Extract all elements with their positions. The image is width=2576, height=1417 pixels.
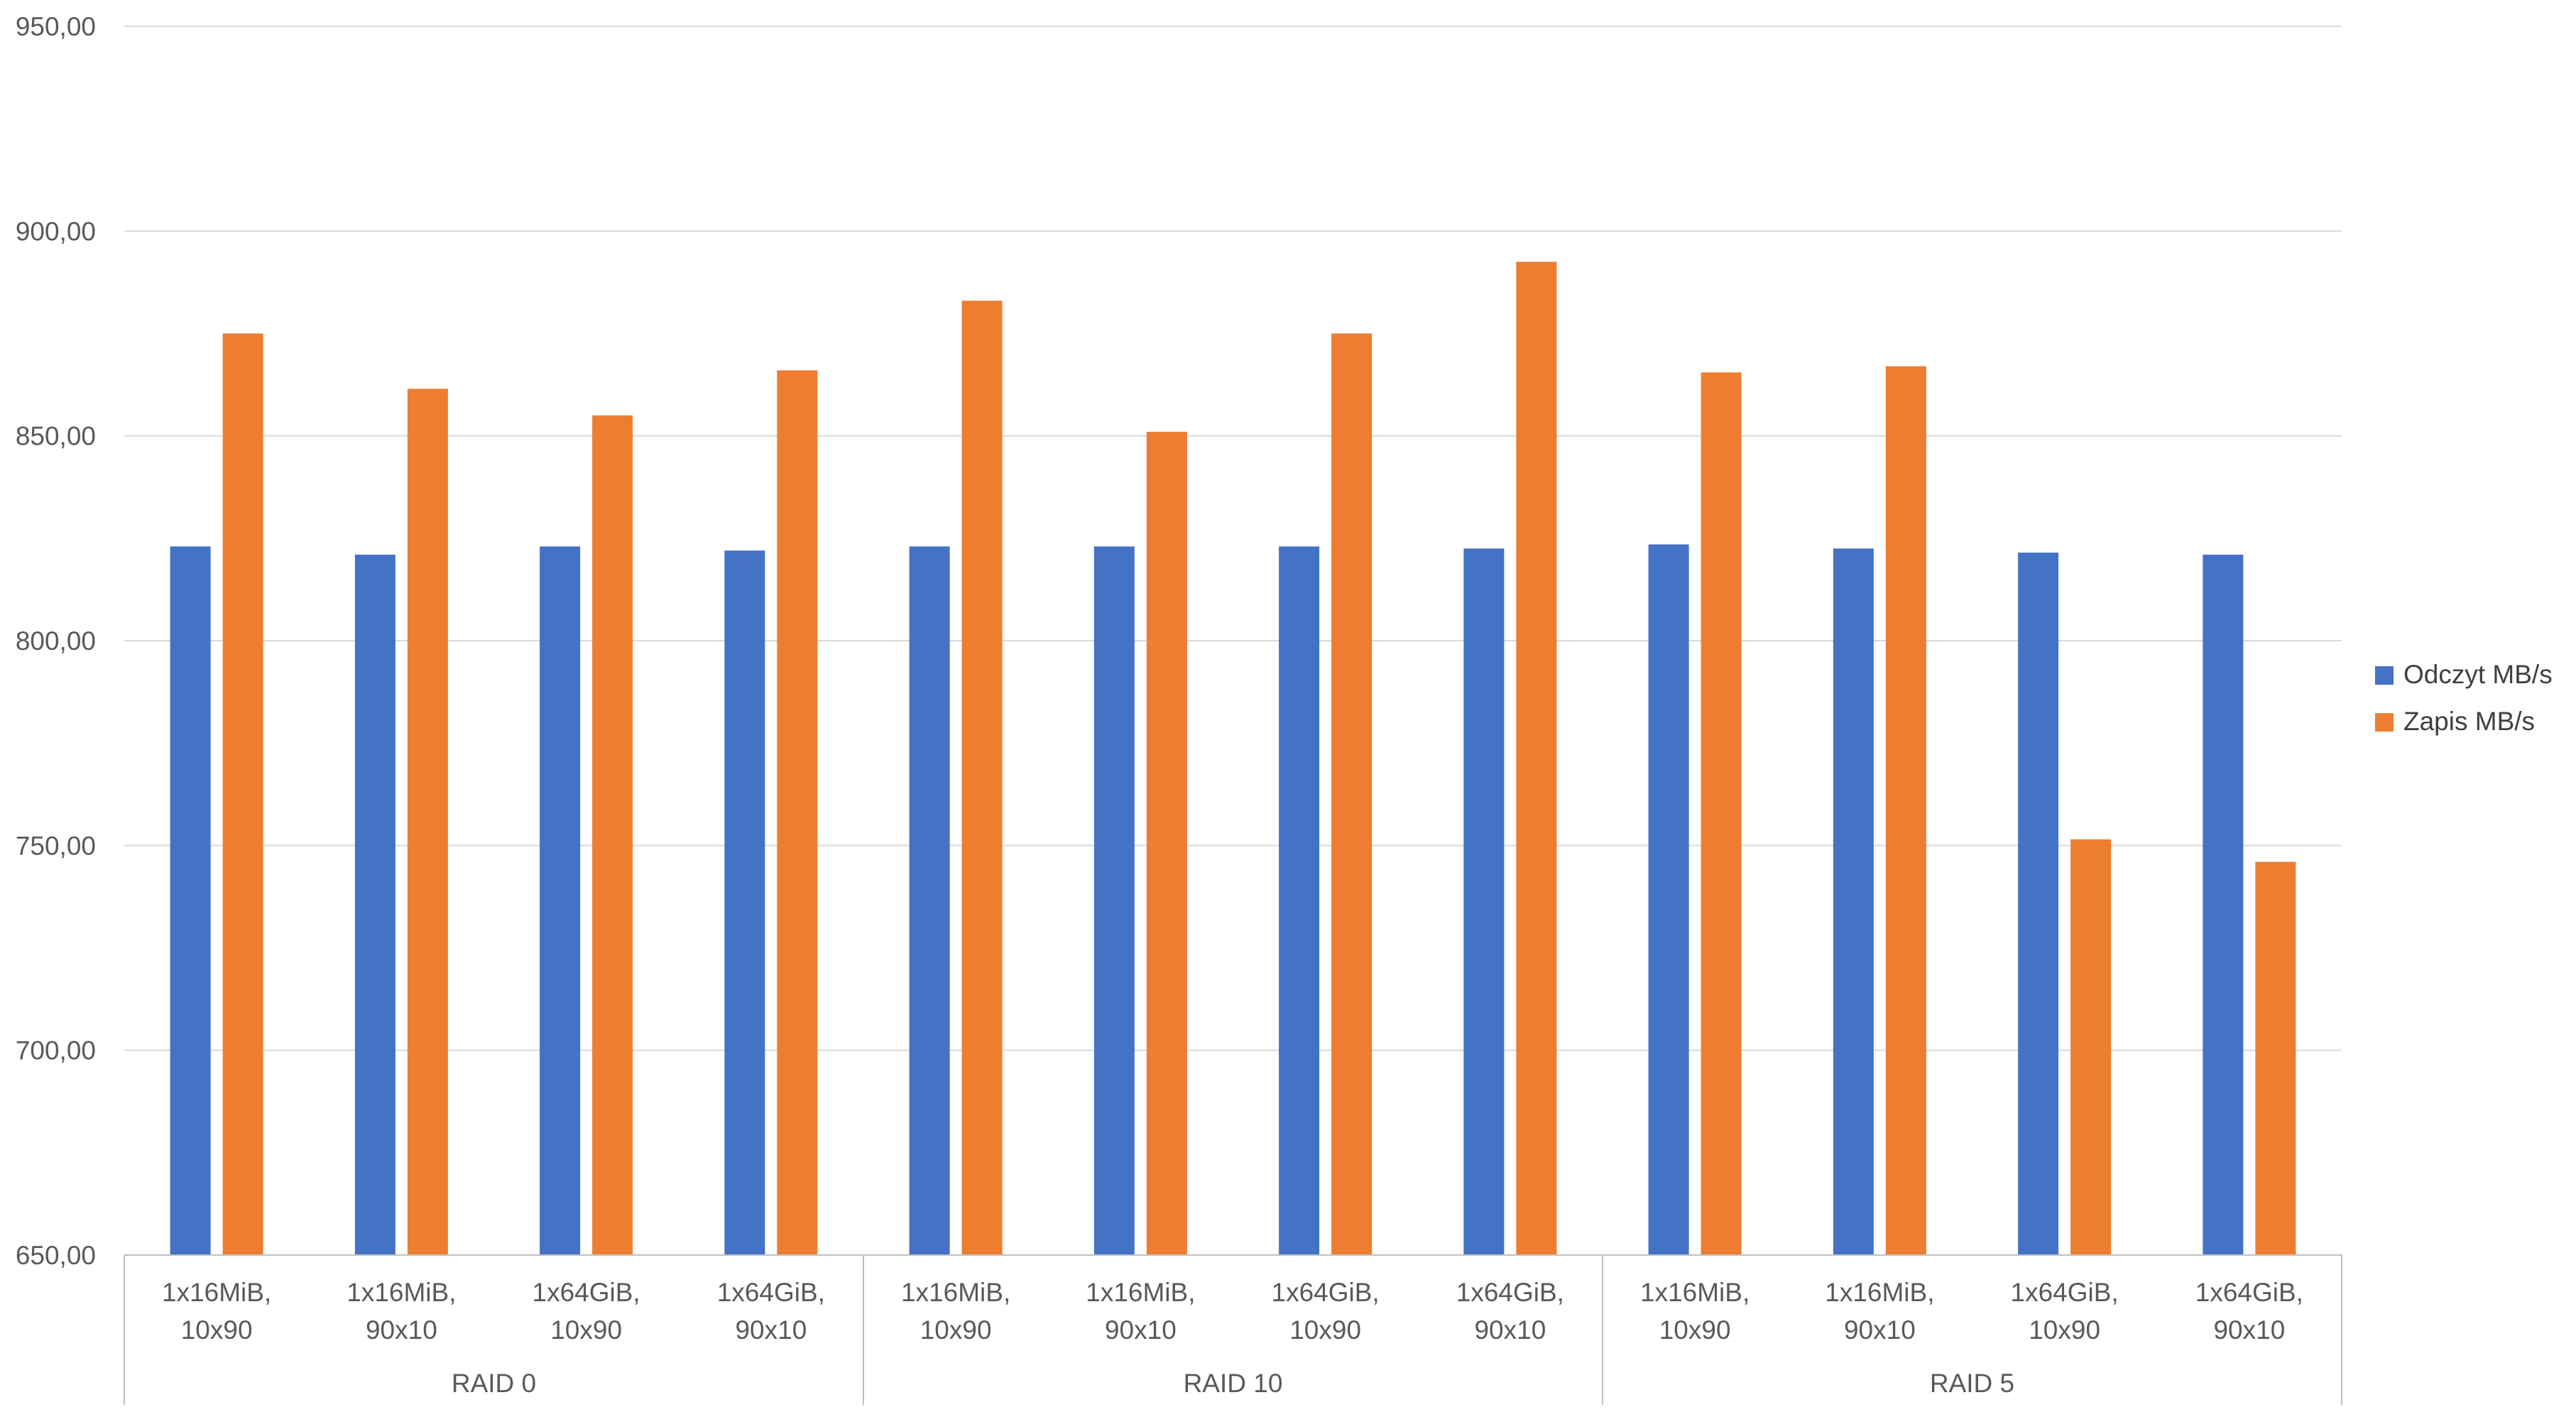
x-tick-label: 10x90: [2029, 1315, 2100, 1345]
bar-zapis: [592, 415, 633, 1256]
x-tick-label: 1x16MiB,: [1086, 1278, 1195, 1307]
bar-odczyt: [354, 554, 395, 1255]
bar-zapis: [1516, 261, 1557, 1255]
legend-label: Zapis MB/s: [2403, 707, 2535, 736]
x-tick-label: 1x64GiB,: [1272, 1278, 1380, 1307]
group-label: RAID 10: [1184, 1369, 1283, 1398]
y-tick-label: 650,00: [16, 1241, 96, 1270]
bar-zapis: [1331, 333, 1372, 1255]
y-tick-label: 700,00: [16, 1036, 96, 1065]
legend-swatch: [2375, 666, 2394, 685]
bar-zapis: [407, 389, 448, 1255]
x-tick-label: 90x10: [735, 1315, 807, 1345]
x-axis: 1x16MiB, 10x90 1x16MiB, 90x10 1x64GiB, 10x90 1…: [124, 1254, 2342, 1405]
bar-zapis: [222, 333, 263, 1255]
x-tick-label: 90x10: [1844, 1315, 1916, 1345]
bar-zapis: [1146, 431, 1187, 1255]
x-tick-label: 10x90: [1289, 1315, 1361, 1345]
y-tick-label: 800,00: [16, 626, 96, 656]
bar-odczyt: [170, 546, 211, 1255]
y-tick-label: 850,00: [16, 422, 96, 451]
x-tick-label: 1x16MiB,: [162, 1278, 271, 1307]
x-tick-label: 1x16MiB,: [1640, 1278, 1750, 1307]
x-tick-label: 10x90: [550, 1315, 622, 1345]
x-tick-label: 90x10: [366, 1315, 437, 1345]
bar-zapis: [1885, 366, 1926, 1256]
x-tick-label: 1x64GiB,: [1456, 1278, 1564, 1307]
bar-odczyt: [909, 546, 950, 1255]
y-axis-ticks: 650,00 700,00 750,00 800,00 850,00 900,00 950,…: [16, 12, 96, 1270]
x-tick-label: 1x64GiB,: [2195, 1278, 2303, 1307]
group-label: RAID 0: [452, 1369, 536, 1398]
x-tick-label: 1x16MiB,: [901, 1278, 1010, 1307]
x-tick-label: 10x90: [1659, 1315, 1731, 1345]
bar-zapis: [777, 370, 818, 1255]
gridlines: [124, 26, 2342, 1256]
bar-zapis: [961, 300, 1003, 1255]
bar-odczyt: [2203, 554, 2244, 1255]
bar-zapis: [1701, 372, 1742, 1255]
bar-odczyt: [2018, 553, 2059, 1255]
x-tick-label: 10x90: [920, 1315, 992, 1345]
x-tick-label: 90x10: [1474, 1315, 1546, 1345]
y-tick-label: 950,00: [16, 12, 96, 41]
bar-odczyt: [1279, 546, 1320, 1255]
x-tick-label: 90x10: [2213, 1315, 2285, 1345]
x-tick-label: 10x90: [181, 1315, 253, 1345]
y-tick-label: 900,00: [16, 217, 96, 246]
x-tick-label: 90x10: [1105, 1315, 1177, 1345]
x-tick-label: 1x16MiB,: [1825, 1278, 1934, 1307]
x-tick-label: 1x64GiB,: [717, 1278, 825, 1307]
y-tick-label: 750,00: [16, 831, 96, 860]
legend: Odczyt MB/s Zapis MB/s: [2375, 660, 2553, 736]
bar-odczyt: [1833, 548, 1874, 1255]
legend-label: Odczyt MB/s: [2403, 660, 2553, 689]
x-tick-label: 1x16MiB,: [346, 1278, 456, 1307]
group-label: RAID 5: [1930, 1369, 2014, 1398]
bar-odczyt: [1463, 548, 1505, 1255]
bar-zapis: [2070, 839, 2112, 1255]
bars: [170, 261, 2296, 1256]
bar-odczyt: [1648, 544, 1689, 1255]
x-tick-label: 1x64GiB,: [533, 1278, 640, 1307]
x-tick-label: 1x64GiB,: [2011, 1278, 2119, 1307]
bar-odczyt: [540, 546, 581, 1255]
bar-odczyt: [1093, 546, 1135, 1255]
bar-odczyt: [724, 550, 765, 1255]
legend-swatch: [2375, 713, 2394, 732]
bar-zapis: [2255, 862, 2296, 1255]
